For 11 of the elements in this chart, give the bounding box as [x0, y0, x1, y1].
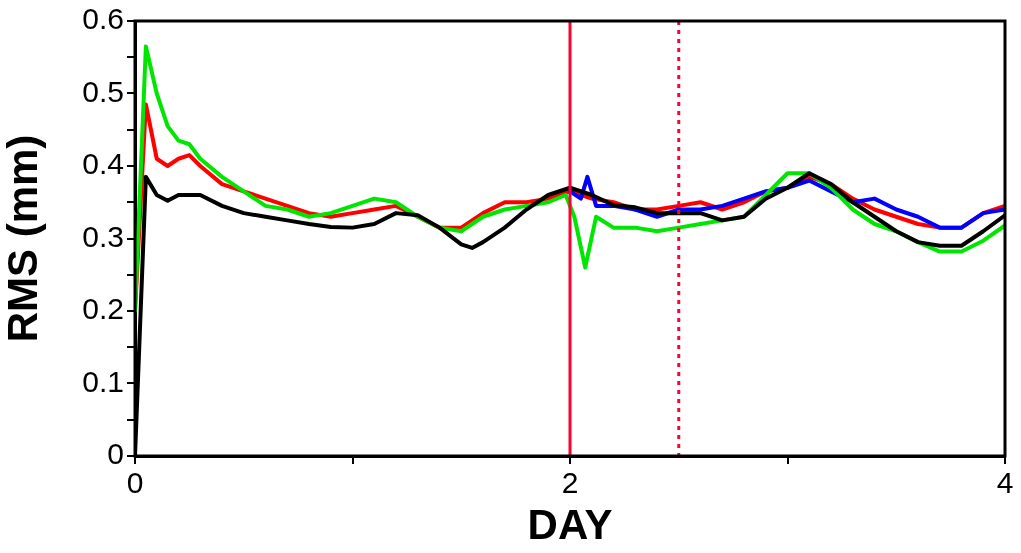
- y-tick-label: 0.5: [82, 74, 124, 108]
- x-tick-label: 4: [996, 466, 1014, 500]
- y-tick-label: 0.2: [82, 292, 124, 326]
- x-axis-title: DAY: [527, 501, 613, 549]
- x-tick-label: 2: [561, 466, 579, 500]
- y-axis-title: RMS (mm): [0, 134, 46, 343]
- y-tick-label: 0.3: [82, 219, 124, 253]
- y-tick-label: 0.4: [82, 147, 124, 181]
- y-tick-label: 0.1: [82, 364, 124, 398]
- y-tick-label: 0: [107, 437, 124, 471]
- y-tick-label: 0.6: [82, 2, 124, 36]
